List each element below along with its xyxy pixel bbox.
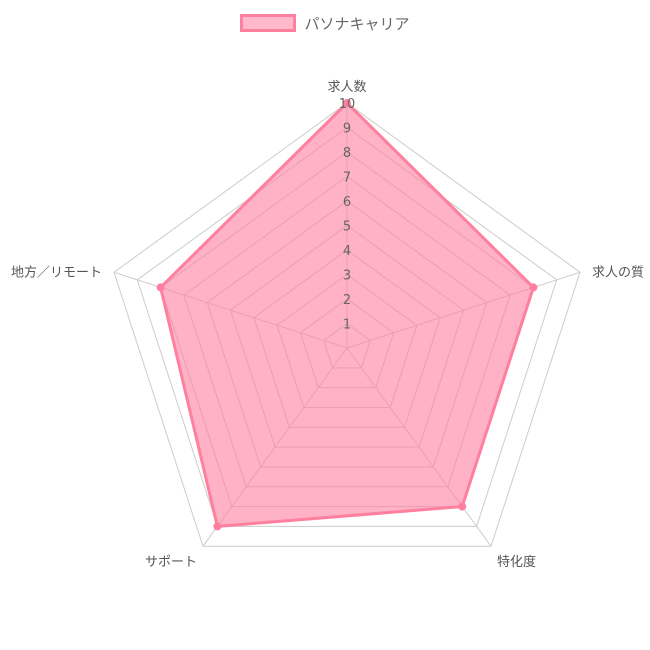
tick-label-9: 9 xyxy=(343,122,351,137)
legend-swatch[interactable] xyxy=(240,14,297,32)
tick-label-5: 5 xyxy=(343,220,351,235)
data-point-5 xyxy=(156,283,165,292)
data-point-3 xyxy=(458,502,467,511)
data-point-4 xyxy=(213,522,222,531)
tick-label-1: 1 xyxy=(343,318,351,333)
tick-label-7: 7 xyxy=(343,171,351,186)
axis-label-1: 求人数 xyxy=(327,80,366,95)
axis-label-3: 特化度 xyxy=(497,554,536,570)
tick-label-6: 6 xyxy=(343,195,351,210)
legend-label[interactable]: パソナキャリア xyxy=(304,14,410,33)
grid-ring-10 xyxy=(113,102,581,547)
tick-label-10: 10 xyxy=(339,97,356,112)
tick-label-2: 2 xyxy=(343,293,351,308)
legend[interactable]: パソナキャリア xyxy=(0,10,650,36)
data-point-2 xyxy=(529,283,538,292)
tick-label-4: 4 xyxy=(343,244,351,259)
axis-label-5: 地方／リモート xyxy=(11,264,102,280)
tick-label-3: 3 xyxy=(343,269,351,284)
data-point-1 xyxy=(343,99,351,107)
axis-label-2: 求人の質 xyxy=(592,265,644,280)
series-area-1 xyxy=(159,101,535,528)
grid-ring-9 xyxy=(136,126,558,527)
axis-label-4: サポート xyxy=(145,555,197,570)
tick-label-8: 8 xyxy=(343,146,351,161)
